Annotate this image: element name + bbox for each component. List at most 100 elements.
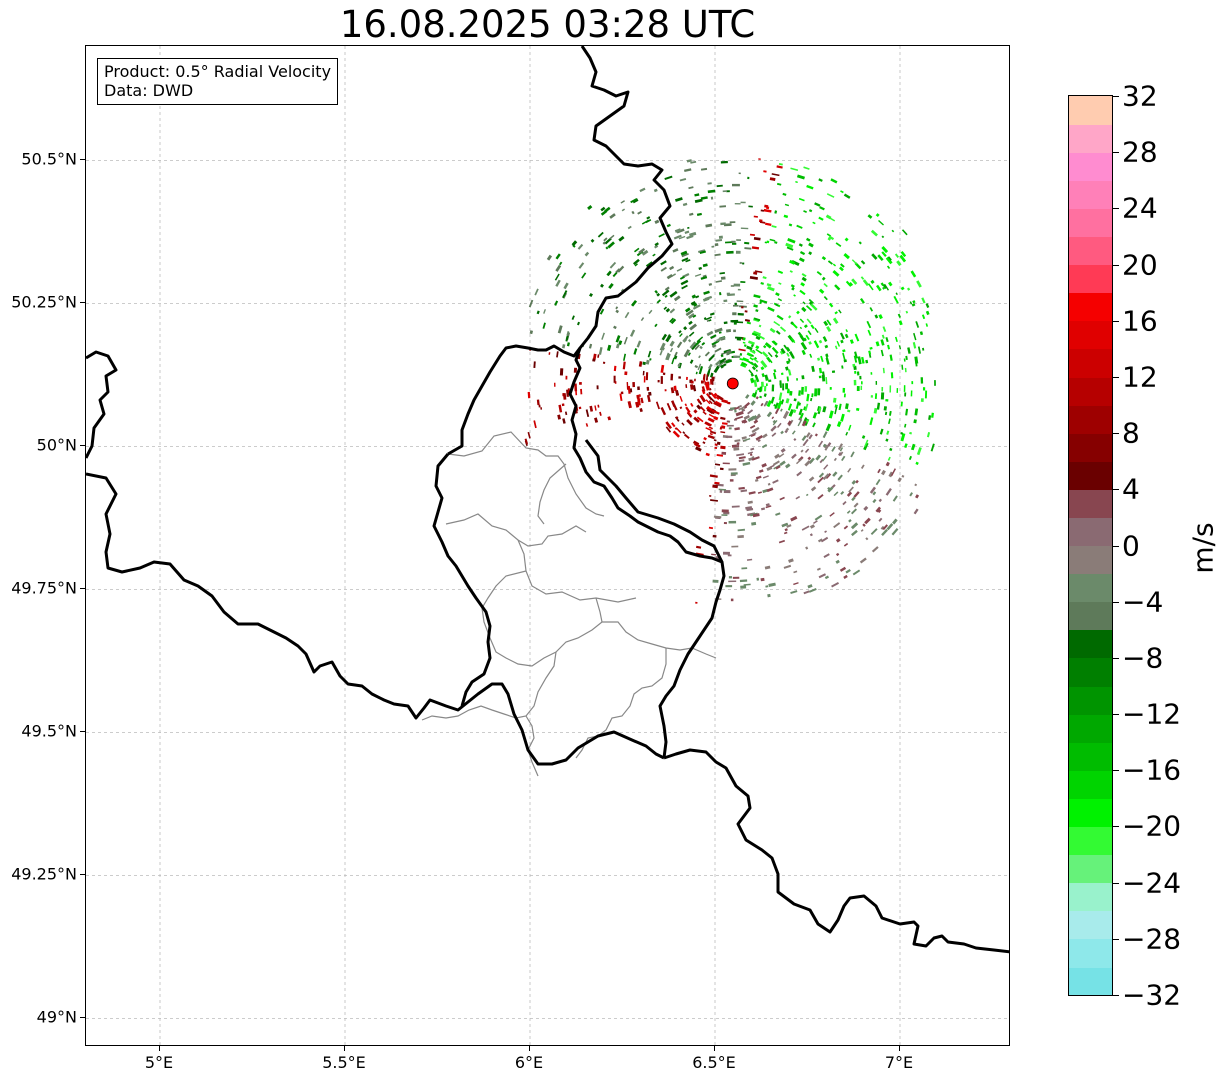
- colorbar-segment: [1069, 264, 1112, 294]
- colorbar-segment: [1069, 489, 1112, 518]
- colorbar-segment: [1069, 124, 1112, 153]
- colorbar-tick-label: −32: [1122, 978, 1182, 1012]
- x-tick-mark: [344, 1046, 345, 1051]
- y-tick-mark: [80, 302, 85, 304]
- lat-lon-gridlines: [86, 46, 1009, 1045]
- x-tick-label: 5.5°E: [322, 1053, 366, 1072]
- colorbar-tick-label: 28: [1122, 135, 1158, 169]
- info-box: Product: 0.5° Radial Velocity Data: DWD: [97, 58, 339, 105]
- colorbar-tick-mark: [1113, 208, 1119, 210]
- y-tick-mark: [80, 159, 85, 161]
- x-tick-mark: [159, 1046, 160, 1051]
- colorbar-segment: [1069, 96, 1112, 125]
- colorbar-tick-mark: [1113, 714, 1119, 716]
- colorbar-tick-mark: [1113, 770, 1119, 772]
- colorbar: [1068, 95, 1113, 996]
- colorbar-segment: [1069, 152, 1112, 181]
- radar-site-dot: [726, 377, 739, 390]
- colorbar-tick-mark: [1113, 657, 1119, 659]
- data-source-text: Data: DWD: [104, 81, 194, 100]
- x-tick-label: 5°E: [144, 1053, 174, 1072]
- colorbar-segment: [1069, 180, 1112, 209]
- colorbar-segment: [1069, 433, 1112, 462]
- colorbar-tick-label: 16: [1122, 304, 1158, 338]
- map-panel[interactable]: [85, 45, 1010, 1046]
- map-title: 16.08.2025 03:28 UTC: [339, 3, 756, 46]
- colorbar-tick-mark: [1113, 489, 1119, 491]
- colorbar-tick-mark: [1113, 938, 1119, 940]
- product-text: Product: 0.5° Radial Velocity: [104, 62, 332, 81]
- colorbar-segment: [1069, 742, 1112, 771]
- colorbar-segment: [1069, 348, 1112, 378]
- colorbar-segment: [1069, 685, 1112, 715]
- colorbar-tick-label: 20: [1122, 248, 1158, 282]
- x-tick-mark: [714, 1046, 715, 1051]
- colorbar-tick-label: 32: [1122, 79, 1158, 113]
- colorbar-tick-label: 4: [1122, 472, 1140, 506]
- colorbar-tick-mark: [1113, 995, 1119, 996]
- colorbar-segment: [1069, 208, 1112, 238]
- y-tick-label: 50°N: [36, 435, 77, 455]
- colorbar-tick-label: 24: [1122, 191, 1158, 225]
- colorbar-tick-label: −24: [1122, 866, 1182, 900]
- country-borders: [86, 46, 1009, 954]
- colorbar-tick-mark: [1113, 601, 1119, 603]
- colorbar-tick-mark: [1113, 96, 1119, 97]
- colorbar-tick-mark: [1113, 320, 1119, 322]
- colorbar-unit-label: m/s: [1186, 522, 1220, 574]
- radar-velocity-echoes: [524, 158, 936, 604]
- colorbar-segment: [1069, 938, 1112, 968]
- colorbar-segment: [1069, 517, 1112, 547]
- y-tick-mark: [80, 588, 85, 590]
- colorbar-segment: [1069, 770, 1112, 799]
- y-tick-label: 50.25°N: [11, 292, 77, 312]
- colorbar-tick-label: −16: [1122, 753, 1182, 787]
- y-tick-label: 49.25°N: [11, 864, 77, 884]
- colorbar-tick-mark: [1113, 826, 1119, 828]
- colorbar-segment: [1069, 714, 1112, 743]
- colorbar-segment: [1069, 826, 1112, 856]
- colorbar-tick-label: 8: [1122, 416, 1140, 450]
- y-tick-label: 49°N: [36, 1007, 77, 1027]
- x-tick-label: 6.5°E: [692, 1053, 736, 1072]
- y-tick-mark: [80, 874, 85, 876]
- y-tick-mark: [80, 445, 85, 447]
- colorbar-tick-label: −8: [1122, 641, 1164, 675]
- colorbar-tick-mark: [1113, 545, 1119, 547]
- colorbar-segment: [1069, 236, 1112, 266]
- colorbar-segment: [1069, 966, 1112, 995]
- colorbar-segment: [1069, 376, 1112, 406]
- x-tick-mark: [899, 1046, 900, 1051]
- colorbar-tick-mark: [1113, 152, 1119, 154]
- colorbar-tick-label: 12: [1122, 360, 1158, 394]
- colorbar-segment: [1069, 854, 1112, 884]
- colorbar-segment: [1069, 545, 1112, 575]
- colorbar-segment: [1069, 798, 1112, 828]
- colorbar-tick-mark: [1113, 264, 1119, 266]
- colorbar-segment: [1069, 601, 1112, 631]
- colorbar-segment: [1069, 461, 1112, 490]
- colorbar-segment: [1069, 882, 1112, 912]
- radar-site-marker: [726, 377, 739, 390]
- colorbar-tick-label: −28: [1122, 922, 1182, 956]
- colorbar-segment: [1069, 405, 1112, 434]
- colorbar-segment: [1069, 910, 1112, 940]
- x-tick-mark: [529, 1046, 530, 1051]
- colorbar-segment: [1069, 573, 1112, 603]
- y-tick-label: 50.5°N: [21, 149, 77, 169]
- luxembourg-canton-borders: [421, 431, 717, 777]
- colorbar-tick-mark: [1113, 882, 1119, 884]
- colorbar-tick-mark: [1113, 376, 1119, 378]
- radar-map[interactable]: [86, 46, 1010, 1046]
- colorbar-tick-label: 0: [1122, 529, 1140, 562]
- colorbar-tick-mark: [1113, 433, 1119, 435]
- colorbar-tick-label: −4: [1122, 585, 1164, 619]
- y-tick-label: 49.5°N: [21, 721, 77, 741]
- x-tick-label: 7°E: [884, 1053, 914, 1072]
- colorbar-tick-label: −20: [1122, 809, 1182, 843]
- x-tick-label: 6°E: [514, 1053, 544, 1072]
- y-tick-label: 49.75°N: [11, 578, 77, 598]
- colorbar-segment: [1069, 320, 1112, 350]
- y-tick-mark: [80, 731, 85, 733]
- y-tick-mark: [80, 1017, 85, 1019]
